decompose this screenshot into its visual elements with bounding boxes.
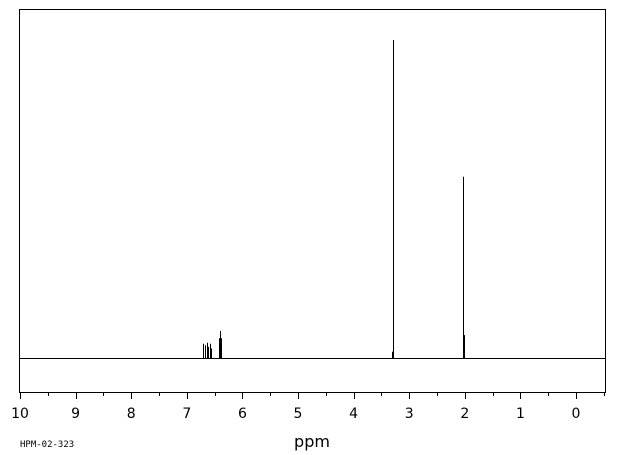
x-axis-title: ppm: [294, 432, 330, 451]
x-tick-label: 0: [572, 406, 581, 422]
x-tick-label: 4: [349, 406, 358, 422]
x-tick-label: 8: [127, 406, 136, 422]
x-axis-tick-labels: 10 9 8 7 6 5 4 3 2 1 0: [11, 406, 580, 422]
x-tick-label: 3: [405, 406, 414, 422]
spectrum-peaks: [203, 40, 465, 358]
x-tick-label: 9: [71, 406, 80, 422]
x-tick-label: 6: [238, 406, 247, 422]
x-tick-label: 10: [11, 406, 29, 422]
x-tick-label: 1: [516, 406, 525, 422]
x-tick-label: 5: [294, 406, 303, 422]
plot-frame: [19, 9, 606, 393]
spectrum-code-label: HPM-02-323: [20, 440, 74, 450]
x-tick-label: 2: [460, 406, 469, 422]
x-tick-label: 7: [182, 406, 191, 422]
x-axis-ticks: [20, 392, 605, 399]
